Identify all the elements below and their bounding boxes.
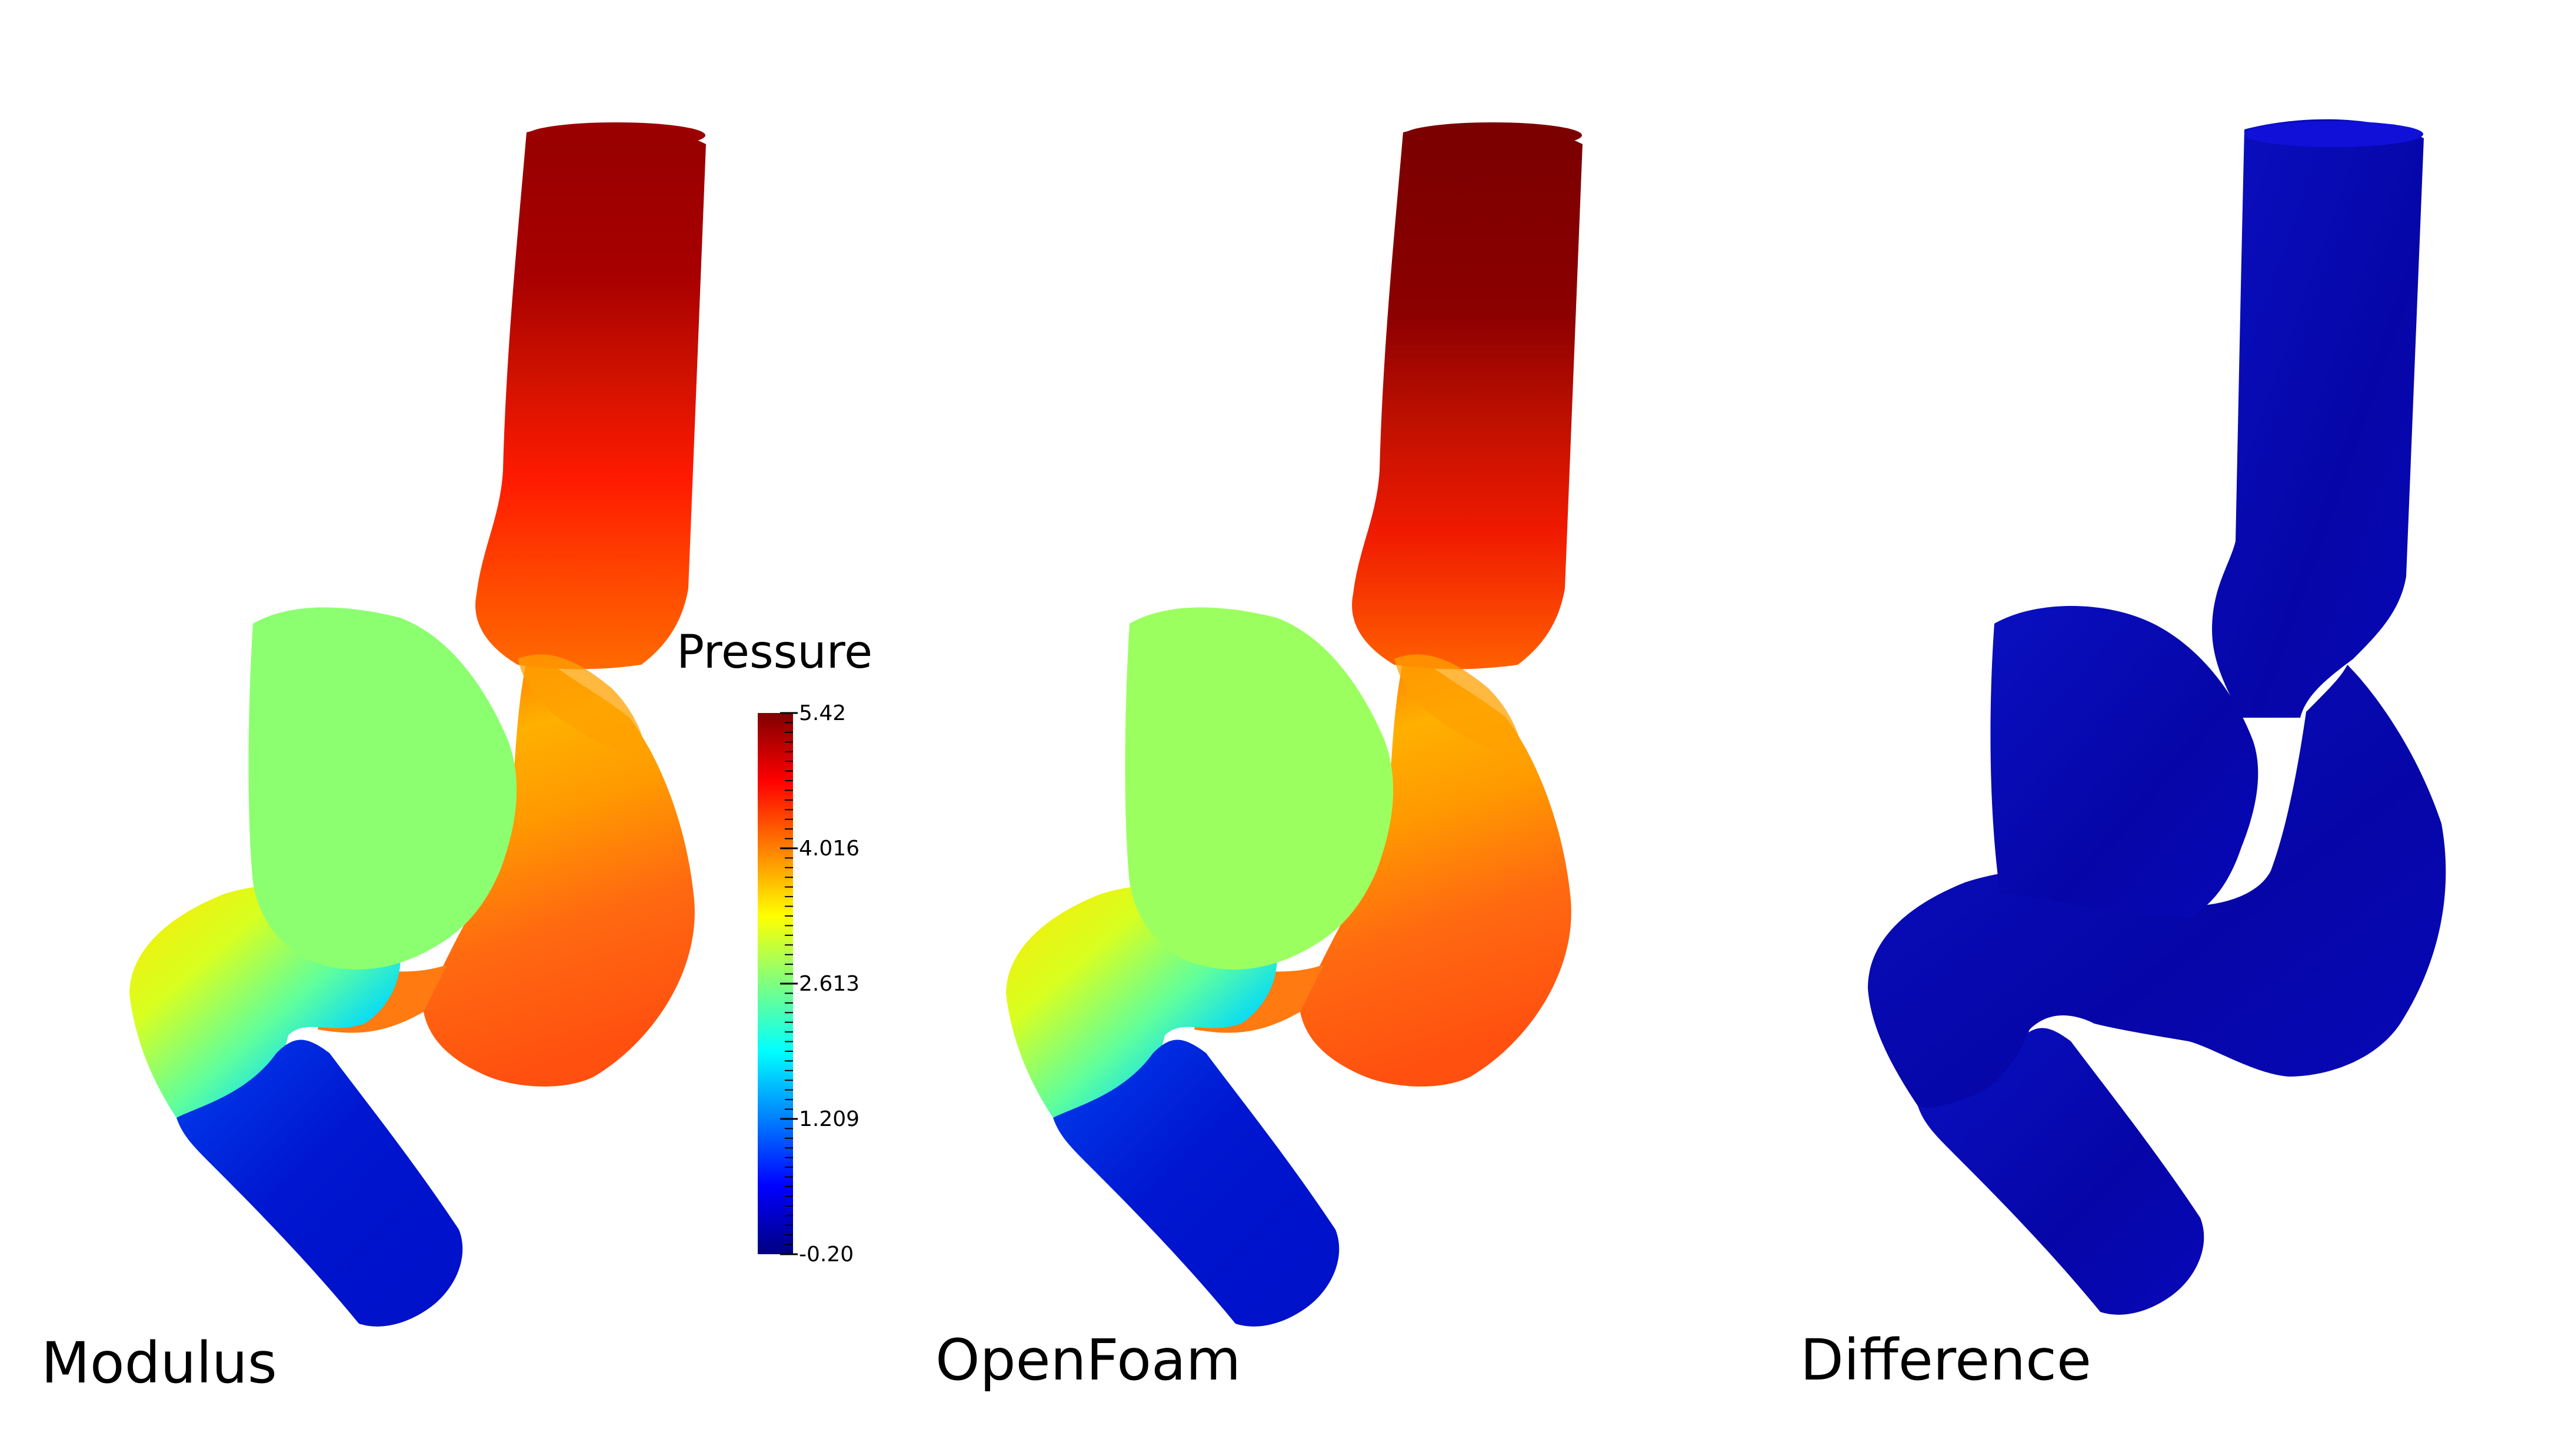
vessel-outlet	[1053, 1039, 1340, 1327]
colorbar-tick-label: -0.20	[799, 1242, 854, 1267]
vessel-inlet	[2212, 119, 2424, 718]
inlet-transition-shade	[518, 654, 647, 765]
panel-openfoam	[1006, 122, 1583, 1327]
colorbar-labels: 5.42 4.016 2.613 1.209 -0.20	[799, 701, 860, 1267]
vessel-outlet	[176, 1039, 463, 1327]
colorbar-tick-label: 5.42	[799, 701, 846, 725]
inlet-cap	[527, 122, 705, 148]
colorbar-tick-label: 1.209	[799, 1107, 860, 1131]
inlet-cap	[1403, 122, 1582, 148]
green-region	[248, 607, 517, 970]
legend-title: Pressure	[677, 626, 872, 679]
inlet-transition-shade	[1394, 654, 1524, 765]
colorbar-legend: Pressure 5.42 4.016 2.613 1.209 -0.20	[677, 626, 872, 1267]
green-region	[1125, 607, 1394, 970]
vessel-body-upper-left	[1990, 606, 2258, 918]
vessel-inlet	[1352, 123, 1583, 669]
panel-modulus	[129, 122, 706, 1327]
vessel-outlet	[1918, 1028, 2204, 1315]
inlet-cap	[2244, 121, 2423, 147]
vessel-body	[1868, 665, 2446, 1108]
panel-label-openfoam: OpenFoam	[935, 1327, 1241, 1393]
panel-label-difference: Difference	[1800, 1327, 2091, 1393]
colorbar-tick-label: 2.613	[799, 972, 860, 996]
colorbar-tick-label: 4.016	[799, 837, 860, 861]
panel-difference	[1868, 119, 2446, 1315]
vessel-body-right	[1300, 647, 1571, 1087]
panel-label-modulus: Modulus	[41, 1330, 277, 1396]
vessel-body-right	[424, 647, 695, 1087]
vessel-inlet	[475, 123, 706, 669]
colorbar-ticks	[780, 712, 798, 1255]
